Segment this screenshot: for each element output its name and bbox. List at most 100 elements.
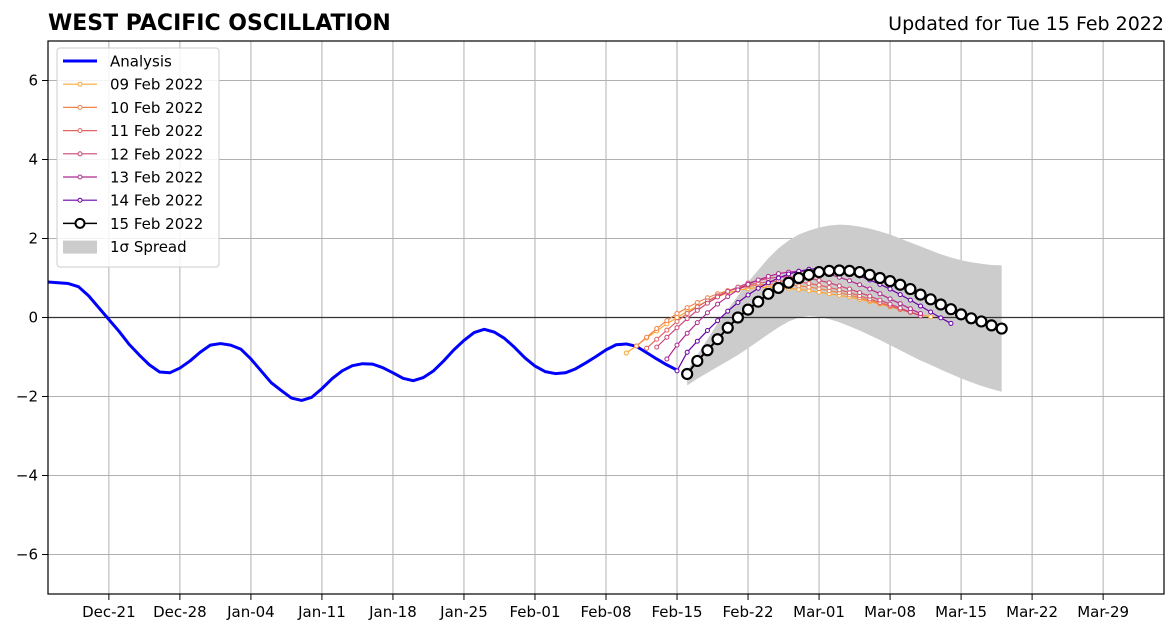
forecast-point [857,282,863,288]
legend-marker [77,151,83,157]
legend-label: 11 Feb 2022 [110,122,203,140]
forecast-point [897,301,903,307]
forecast-point [664,334,670,340]
y-tick-label: 4 [28,151,38,169]
legend-label: 13 Feb 2022 [110,169,203,187]
forecast-point [745,281,751,287]
forecast-point [694,307,700,313]
forecast-point [684,316,690,322]
forecast-point [684,330,690,336]
x-tick-label: Mar-08 [864,603,916,621]
forecast-point [928,314,934,320]
forecast-point [836,287,842,293]
forecast-point [904,282,917,296]
forecast-point [681,367,694,381]
forecast-point [863,268,876,281]
forecast-point [735,287,741,293]
forecast-point [954,308,968,321]
y-tick-label: −4 [16,467,38,485]
forecast-point [633,343,639,349]
forecast-point [725,288,731,294]
forecast-point [684,311,690,317]
x-tick-label: Feb-08 [580,603,631,621]
x-tick-label: Mar-15 [935,603,987,621]
forecast-point [715,301,721,307]
forecast-point [833,264,846,277]
forecast-point [664,327,670,333]
forecast-point [721,321,734,334]
forecast-point [664,318,670,324]
forecast-point [674,318,680,324]
legend-label: Analysis [110,53,172,71]
forecast-point [755,285,761,291]
forecast-point [846,278,852,284]
forecast-point [948,320,954,326]
forecast-point [704,310,710,316]
forecast-point [907,297,913,303]
forecast-point [755,277,761,283]
forecast-point [674,342,680,348]
forecast-point [644,345,650,351]
forecast-point [772,281,785,294]
legend-marker [74,217,86,229]
forecast-point [765,273,771,279]
plot-area: 6 4 2 0 −2 −4 −6 Dec-21 Dec-28 Jan-04 Jan-11 Jan-18… [16,40,1165,621]
legend-label: 12 Feb 2022 [110,145,203,163]
x-tick-label: Jan-11 [297,603,346,621]
forecast-point [914,288,927,301]
forecast-point [731,311,744,324]
forecast-point [826,284,832,290]
x-tick-label: Dec-21 [82,603,136,621]
forecast-point [796,283,802,289]
analysis-line [47,280,678,402]
forecast-point [857,290,863,296]
forecast-point [802,268,816,281]
forecast-point [823,264,836,277]
y-tick-label: −2 [16,388,38,406]
x-tick-label: Feb-01 [509,603,560,621]
legend-swatch-spread [63,240,97,254]
forecast-point [816,282,822,288]
forecast-point [674,315,680,320]
forecast-point [674,325,680,331]
legend: Analysis 09 Feb 2022 10 Feb 2022 11 Feb 202… [56,47,220,268]
forecast-point [711,333,724,346]
legend-label: 1σ Spread [110,238,187,256]
forecast-point [965,312,978,325]
forecast-point [775,275,781,281]
forecast-point [664,356,670,362]
forecast-point [694,338,700,344]
x-tick-label: Mar-01 [793,603,845,621]
forecast-point [924,293,937,306]
forecast-point [715,318,721,324]
legend-label: 14 Feb 2022 [110,192,203,210]
forecast-point [887,301,893,307]
forecast-point [654,336,660,342]
forecast-point [877,297,883,303]
legend-marker [77,197,83,203]
forecast-point [654,326,660,332]
forecast-point [715,294,721,300]
forecast-point [907,306,913,312]
legend-marker [77,128,83,134]
forecast-point [644,334,650,340]
forecast-point [806,281,812,287]
forecast-point [725,294,731,300]
forecast-point [918,303,924,309]
spread-band [687,224,1002,392]
forecast-point [752,295,765,308]
forecast-point [654,344,660,350]
legend-marker [77,174,83,180]
forecast-point [975,315,988,328]
forecast-point [883,275,897,288]
forecast-point [934,298,947,311]
y-tick-label: 2 [28,230,38,248]
forecast-point [897,305,903,311]
forecast-point [928,309,934,315]
forecast-point [745,292,751,298]
forecast-point [674,311,680,317]
forecast-point [938,315,944,321]
forecast-point [684,305,690,311]
forecast-point [944,303,958,316]
